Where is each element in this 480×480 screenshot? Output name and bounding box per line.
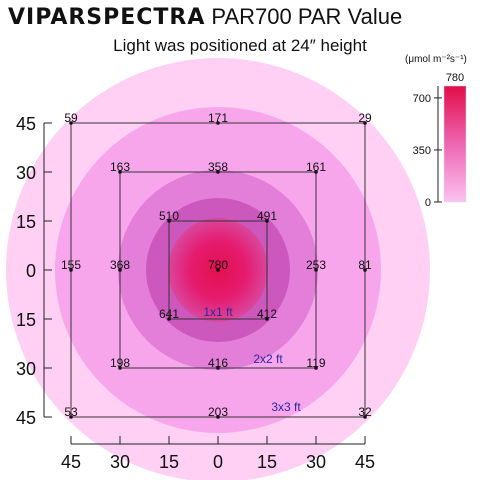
measurement-value: 32: [358, 405, 372, 419]
title-row: VIPARSPECTRA PAR700 PAR Value: [8, 4, 478, 34]
colorbar-max-label: 780: [446, 72, 464, 84]
measurement-dot: [167, 317, 171, 321]
axes: 45 30 15 0 15 30 45 45 30 15 0 15 30 45: [16, 114, 375, 472]
colorbar-tick-label: 700: [413, 93, 431, 105]
measurement-value: 155: [61, 258, 81, 272]
measurement-value: 203: [208, 405, 228, 419]
brand-logo-text: VIPARSPECTRA: [8, 5, 206, 30]
measurement-dot: [216, 268, 220, 272]
grid-label-1x1: 1x1 ft: [203, 305, 233, 319]
measurement-value: 416: [208, 356, 228, 370]
colorbar-gradient: [443, 85, 467, 203]
measurement-dot: [216, 415, 220, 419]
measurement-points: 59 171 29 163 358 161 510 491 155 368 780 253 81 641 4…: [61, 111, 372, 419]
colorbar-tick-label: 0: [425, 197, 431, 209]
x-tick-label: 30: [110, 452, 130, 472]
measurement-value: 253: [306, 258, 326, 272]
measurement-value: 491: [257, 209, 277, 223]
x-tick-label: 30: [306, 452, 326, 472]
x-tick-label: 0: [213, 452, 223, 472]
measurement-dot: [363, 268, 367, 272]
measurement-value: 81: [358, 258, 372, 272]
measurement-dot: [118, 366, 122, 370]
measurement-value: 641: [159, 307, 179, 321]
measurement-dot: [265, 219, 269, 223]
chart-title: PAR700 PAR Value: [211, 4, 403, 29]
measurement-dot: [167, 219, 171, 223]
measurement-value: 358: [208, 160, 228, 174]
grid-label-2x2: 2x2 ft: [253, 352, 283, 366]
y-tick-label: 15: [16, 310, 36, 330]
measurement-value: 53: [64, 405, 78, 419]
measurement-value: 198: [110, 356, 130, 370]
colorbar-tick-label: 350: [413, 145, 431, 157]
x-tick-label: 15: [257, 452, 277, 472]
grid-label-3x3: 3x3 ft: [271, 400, 301, 414]
coverage-square-1: [168, 220, 268, 320]
chart-subtitle: Light was positioned at 24″ height: [113, 36, 367, 55]
y-tick-label: 0: [26, 261, 36, 281]
measurement-dot: [69, 415, 73, 419]
measurement-dot: [216, 366, 220, 370]
measurement-value: 59: [64, 111, 78, 125]
y-tick-label: 30: [16, 163, 36, 183]
measurement-value: 510: [159, 209, 179, 223]
y-tick-label: 45: [16, 114, 36, 134]
y-tick-label: 45: [16, 408, 36, 428]
measurement-value: 171: [208, 111, 228, 125]
measurement-dot: [118, 170, 122, 174]
measurement-dot: [314, 268, 318, 272]
measurement-value: 163: [110, 160, 130, 174]
measurement-dot: [118, 268, 122, 272]
measurement-dot: [314, 170, 318, 174]
measurement-dot: [265, 317, 269, 321]
colorbar: 700 350 0 780: [413, 72, 467, 209]
measurement-value: 412: [257, 307, 277, 321]
measurement-value: 368: [110, 258, 130, 272]
measurement-dot: [216, 121, 220, 125]
measurement-dot: [314, 366, 318, 370]
x-tick-label: 15: [159, 452, 179, 472]
measurement-value: 161: [306, 160, 326, 174]
measurement-dot: [69, 121, 73, 125]
measurement-dot: [216, 170, 220, 174]
colorbar-unit-label: (μmol m⁻²s⁻¹): [405, 54, 467, 65]
measurement-value: 780: [208, 258, 228, 272]
x-tick-label: 45: [355, 452, 375, 472]
y-tick-label: 30: [16, 359, 36, 379]
x-tick-label: 45: [61, 452, 81, 472]
measurement-dot: [69, 268, 73, 272]
measurement-value: 29: [358, 111, 372, 125]
measurement-value: 119: [306, 356, 325, 370]
measurement-dot: [363, 121, 367, 125]
y-tick-label: 15: [16, 212, 36, 232]
measurement-dot: [363, 415, 367, 419]
